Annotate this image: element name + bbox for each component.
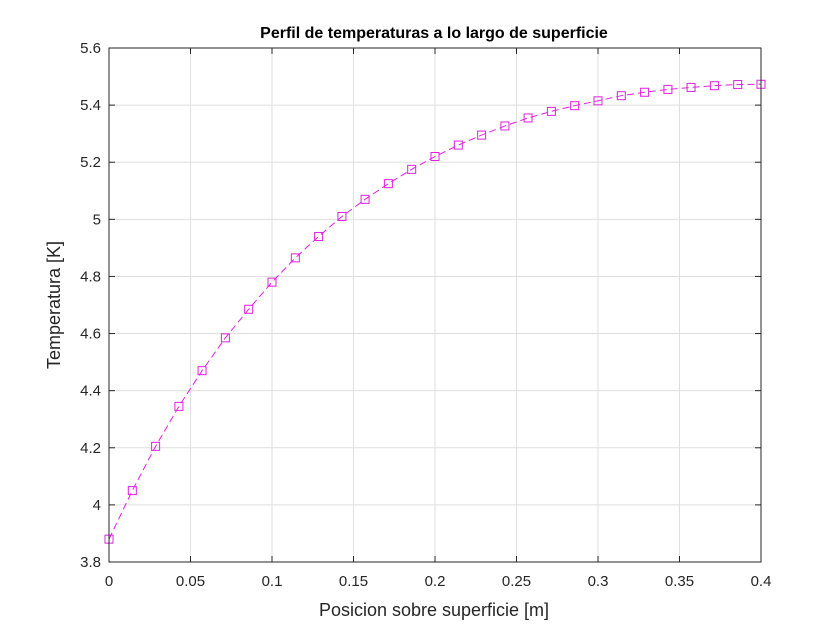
y-tick-label: 4.8 — [80, 268, 101, 285]
y-tick-label: 5 — [93, 211, 101, 228]
data-point — [500, 121, 510, 131]
data-point — [244, 304, 254, 314]
data-point — [383, 179, 393, 189]
y-tick-label: 5.2 — [80, 154, 101, 171]
data-point — [407, 164, 417, 174]
x-tick-label: 0.3 — [588, 573, 609, 590]
y-tick-label: 4.2 — [80, 440, 101, 457]
x-tick-label: 0.1 — [262, 573, 283, 590]
y-tick-label: 5.6 — [80, 40, 101, 57]
data-point — [290, 253, 300, 263]
data-point — [616, 91, 626, 101]
y-tick-label: 4.6 — [80, 326, 101, 343]
data-point — [477, 130, 487, 140]
data-point — [640, 87, 650, 97]
x-tick-label: 0.15 — [339, 573, 368, 590]
x-axis-label: Posicion sobre superficie [m] — [319, 600, 549, 620]
x-tick-label: 0.05 — [176, 573, 205, 590]
y-tick-label: 4.4 — [80, 383, 101, 400]
x-tick-label: 0.2 — [425, 573, 446, 590]
chart-title: Perfil de temperaturas a lo largo de sup… — [260, 25, 608, 42]
data-point — [686, 82, 696, 92]
series-layer — [104, 79, 766, 544]
x-tick-label: 0.4 — [751, 573, 772, 590]
x-tick-label: 0.25 — [502, 573, 531, 590]
data-point — [220, 333, 230, 343]
data-point — [593, 96, 603, 106]
data-point — [733, 80, 743, 90]
data-point — [453, 140, 463, 150]
data-point — [337, 211, 347, 221]
data-point — [663, 84, 673, 94]
tick-labels: 0 0.05 0.1 0.15 0.2 0.25 0.3 0.35 0.4 3.8 4 4.2 4.4 4… — [80, 40, 771, 590]
data-point — [430, 152, 440, 162]
y-tick-label: 4 — [93, 497, 101, 514]
data-point — [360, 194, 370, 204]
x-tick-label: 0 — [105, 573, 113, 590]
y-tick-label: 3.8 — [80, 554, 101, 571]
data-point — [151, 441, 161, 451]
series-line — [108, 83, 762, 540]
data-point — [314, 231, 324, 241]
data-point — [523, 113, 533, 123]
grid — [108, 47, 762, 563]
x-tick-label: 0.35 — [665, 573, 694, 590]
axes — [108, 47, 762, 563]
y-tick-label: 5.4 — [80, 97, 101, 114]
data-point — [546, 106, 556, 116]
series — [104, 79, 766, 544]
data-point — [174, 401, 184, 411]
y-axis-label: Temperatura [K] — [44, 241, 64, 369]
data-point — [709, 81, 719, 91]
data-point — [570, 101, 580, 111]
data-point — [127, 486, 137, 496]
data-point — [267, 277, 277, 287]
data-point — [197, 366, 207, 376]
